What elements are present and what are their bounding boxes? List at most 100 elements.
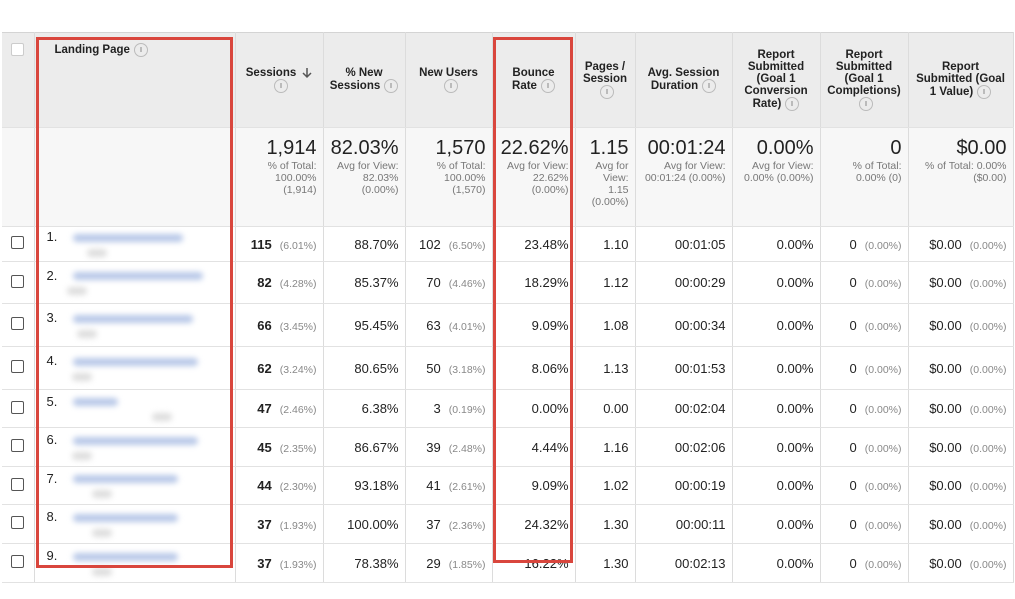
metric-value: 93.18% xyxy=(354,478,399,493)
blurred-url[interactable] xyxy=(72,272,203,281)
highlight-landing-page xyxy=(36,37,233,568)
metric-value: 0 xyxy=(849,275,857,290)
summary-cell xyxy=(34,127,236,227)
header-cell: Bounce Rate xyxy=(492,32,576,128)
help-icon[interactable] xyxy=(600,85,614,99)
column-title[interactable]: Report Submitted (Goal 1 Completions) xyxy=(827,49,901,97)
metric-cell: 0 (0.00%) xyxy=(820,389,909,428)
blurred-url[interactable] xyxy=(72,475,178,484)
metric-cell: $0.00 (0.00%) xyxy=(908,466,1014,505)
help-icon[interactable] xyxy=(977,85,992,99)
metric-percent: (0.00%) xyxy=(969,442,1007,455)
metric-cell: 95.45% xyxy=(323,303,406,347)
metric-percent: (2.46%) xyxy=(279,404,317,416)
metric-value: 00:00:34 xyxy=(674,317,726,333)
metric-percent: (1.93%) xyxy=(279,558,317,571)
column-title[interactable]: Bounce Rate xyxy=(512,67,555,93)
metric-value: 23.48% xyxy=(524,236,569,252)
metric-value: 37 xyxy=(257,555,272,571)
metric-percent: (0.00%) xyxy=(969,363,1007,376)
header-cell xyxy=(2,32,35,128)
metric-percent: (0.00%) xyxy=(969,278,1007,290)
help-icon[interactable] xyxy=(133,43,148,57)
metric-cell: 00:02:06 xyxy=(635,427,733,467)
row-checkbox[interactable] xyxy=(11,360,25,373)
column-title[interactable]: Pages / Session xyxy=(582,61,628,85)
metric-cell: 62 (3.24%) xyxy=(235,346,324,390)
metric-cell: $0.00 (0.00%) xyxy=(908,346,1014,390)
help-icon[interactable] xyxy=(384,79,399,93)
column-title[interactable]: Avg. Session Duration xyxy=(647,67,720,93)
metric-value: 6.38% xyxy=(361,401,399,416)
blurred-url[interactable] xyxy=(72,552,178,561)
metric-cell: 0 (0.00%) xyxy=(820,543,909,583)
metric-cell: 1.08 xyxy=(575,303,636,347)
row-checkbox[interactable] xyxy=(11,477,25,491)
landing-page-cell: 2. xyxy=(34,261,236,304)
metric-cell: 85.37% xyxy=(323,261,406,304)
column-title[interactable]: Report Submitted (Goal 1 Value) xyxy=(916,61,1005,99)
blurred-url[interactable] xyxy=(72,398,118,407)
blurred-url[interactable] xyxy=(72,436,198,445)
metric-cell: 00:02:13 xyxy=(635,543,733,583)
help-icon[interactable] xyxy=(859,97,873,111)
metric-value: 1.08 xyxy=(603,317,629,333)
help-icon[interactable] xyxy=(785,97,800,111)
metric-percent: (6.50%) xyxy=(448,239,486,252)
metric-percent: (3.24%) xyxy=(279,363,317,376)
summary-note: Avg for View: 22.62% (0.00%) xyxy=(507,160,569,196)
blurred-url[interactable] xyxy=(72,513,178,522)
metric-percent: (1.93%) xyxy=(279,519,317,532)
metric-value: 80.65% xyxy=(354,360,399,376)
landing-page-cell: 3. xyxy=(34,303,236,347)
row-checkbox-cell xyxy=(2,261,35,304)
metric-cell: $0.00 (0.00%) xyxy=(908,226,1014,262)
metric-percent: (0.00%) xyxy=(864,442,902,455)
metric-percent: (4.28%) xyxy=(279,278,317,290)
metric-cell: 70 (4.46%) xyxy=(405,261,493,304)
row-checkbox[interactable] xyxy=(11,317,25,330)
summary-value: 22.62% xyxy=(500,137,569,159)
metric-percent: (0.00%) xyxy=(969,558,1007,571)
metric-cell: 37 (2.36%) xyxy=(405,504,493,544)
column-title[interactable]: % New Sessions xyxy=(329,67,383,93)
column-title[interactable]: Sessions xyxy=(245,67,297,80)
help-icon[interactable] xyxy=(443,79,458,93)
metric-percent: (0.00%) xyxy=(864,404,902,416)
help-icon[interactable] xyxy=(274,79,288,94)
blurred-url[interactable] xyxy=(72,314,193,323)
metric-cell: 0.00 xyxy=(575,389,636,428)
summary-cell: 82.03% Avg for View: 82.03% (0.00%) xyxy=(323,127,406,227)
metric-value: $0.00 xyxy=(929,236,962,252)
column-title[interactable]: Landing Page xyxy=(54,44,130,57)
metric-value: 1.12 xyxy=(603,275,629,290)
blurred-url[interactable] xyxy=(72,357,198,366)
metric-cell: 23.48% xyxy=(492,226,576,262)
metric-value: 00:02:13 xyxy=(674,555,726,571)
row-checkbox[interactable] xyxy=(11,439,25,452)
row-checkbox[interactable] xyxy=(11,400,25,414)
landing-page-cell: 9. xyxy=(34,543,236,583)
row-checkbox[interactable] xyxy=(11,516,25,529)
metric-value: 85.37% xyxy=(354,275,399,290)
row-checkbox-cell xyxy=(2,427,35,467)
landing-page-cell: 7. xyxy=(34,466,236,505)
metric-cell: 39 (2.48%) xyxy=(405,427,493,467)
column-title[interactable]: New Users xyxy=(419,67,478,79)
column-title[interactable]: Report Submitted (Goal 1 Conversion Rate… xyxy=(744,49,808,111)
row-checkbox[interactable] xyxy=(11,236,25,249)
landing-page-cell: 5. xyxy=(34,389,236,428)
metric-cell: 0.00% xyxy=(732,346,821,390)
metric-cell: 37 (1.93%) xyxy=(235,504,324,544)
row-checkbox[interactable] xyxy=(11,555,25,568)
help-icon[interactable] xyxy=(540,79,555,93)
header-cell: % New Sessions xyxy=(323,32,406,128)
row-checkbox[interactable] xyxy=(11,274,25,288)
select-all-checkbox[interactable] xyxy=(11,43,25,56)
help-icon[interactable] xyxy=(702,79,717,93)
row-number: 5. xyxy=(46,393,58,409)
data-row: 7. 44 (2.30%) 93.18% 41 (2.61%) 9.09% 1.02 00:00… xyxy=(2,466,1014,505)
metric-percent: (0.00%) xyxy=(864,558,902,571)
blurred-url[interactable] xyxy=(72,233,183,242)
metric-cell: 0.00% xyxy=(732,543,821,583)
